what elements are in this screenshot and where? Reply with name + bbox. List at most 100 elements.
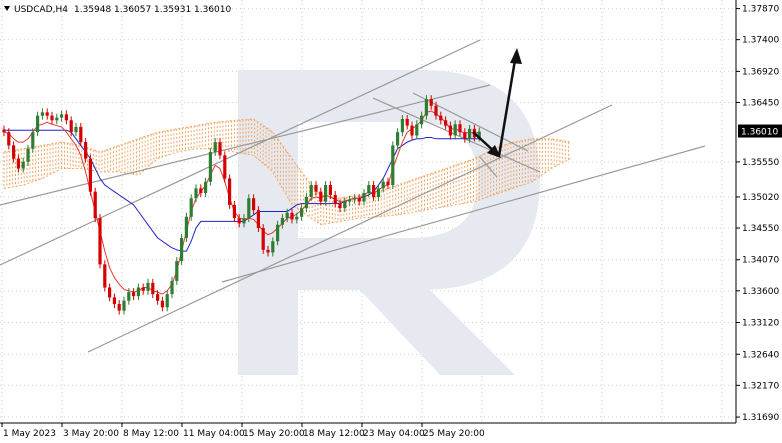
candle-body xyxy=(324,185,328,202)
candle-body xyxy=(314,185,318,192)
candle-body xyxy=(228,178,232,205)
candle-body xyxy=(170,280,174,295)
low-value: 1.35931 xyxy=(154,5,191,15)
candle-body xyxy=(103,264,107,288)
candle-body xyxy=(237,218,241,224)
candle-body xyxy=(352,198,356,200)
indicator-lines xyxy=(3,110,480,295)
close-value: 1.36010 xyxy=(194,5,231,15)
y-tick-label: 1.33120 xyxy=(742,319,779,329)
candle-body xyxy=(343,201,347,209)
candle-body xyxy=(232,204,236,219)
forecast-arrows xyxy=(472,48,522,158)
candle-body xyxy=(386,181,390,186)
candle-body xyxy=(74,126,78,133)
trend-line xyxy=(0,84,491,206)
trend-line xyxy=(479,156,498,178)
candle-body xyxy=(175,261,179,281)
candle-body xyxy=(146,282,150,291)
candle-body xyxy=(434,105,438,116)
candle-body xyxy=(372,185,376,197)
open-value: 1.35948 xyxy=(74,5,111,15)
x-tick-label: 15 May 20:00 xyxy=(243,429,305,439)
candle-body xyxy=(271,241,275,253)
candle-body xyxy=(424,99,428,116)
candle-body xyxy=(381,181,385,189)
candle-body xyxy=(160,300,164,308)
candle-body xyxy=(189,198,193,217)
trend-line xyxy=(87,104,613,353)
x-tick-label: 25 May 20:00 xyxy=(423,429,485,439)
current-price-label: 1.36010 xyxy=(741,128,778,138)
x-tick-label: 18 May 12:00 xyxy=(303,429,365,439)
chart-header: USDCAD,H4 1.35948 1.36057 1.35931 1.3601… xyxy=(4,5,231,15)
candle-body xyxy=(45,112,49,116)
candle-body xyxy=(64,114,68,121)
y-tick-label: 1.36920 xyxy=(742,67,779,77)
y-tick-label: 1.37400 xyxy=(742,36,779,46)
candle-body xyxy=(151,282,155,295)
candle-body xyxy=(448,125,452,136)
x-tick-label: 3 May 20:00 xyxy=(63,429,119,439)
candle-body xyxy=(79,126,83,143)
y-tick-label: 1.37870 xyxy=(742,5,779,15)
candle-body xyxy=(444,120,448,126)
y-tick-label: 1.35550 xyxy=(742,158,779,168)
candle-body xyxy=(60,114,64,118)
candle-body xyxy=(16,158,20,169)
time-axis: 1 May 2023 3 May 20:00 8 May 12:00 11 May 0… xyxy=(1,423,485,439)
candle-body xyxy=(400,118,404,133)
candle-body xyxy=(136,287,140,297)
candle-body xyxy=(141,287,145,291)
candle-body xyxy=(204,181,208,193)
y-tick-label: 1.31690 xyxy=(742,413,779,423)
y-tick-label: 1.35020 xyxy=(742,193,779,203)
candle-body xyxy=(242,218,246,224)
candle-body xyxy=(194,188,198,199)
candle-body xyxy=(410,125,414,136)
candle-body xyxy=(256,210,260,229)
candle-body xyxy=(7,132,11,146)
candle-body xyxy=(415,124,419,136)
candle-body xyxy=(309,185,313,197)
candle-body xyxy=(266,249,270,253)
senkou-span-a xyxy=(3,118,571,199)
triangle-down-icon[interactable] xyxy=(4,6,10,11)
candle-body xyxy=(199,188,203,193)
candle-body xyxy=(319,191,323,202)
candle-body xyxy=(84,142,88,159)
candle-body xyxy=(223,155,227,179)
candle-body xyxy=(31,132,35,149)
price-axis: 1.37870 1.37400 1.36920 1.36450 1.35550 1.350… xyxy=(736,5,779,423)
candle-body xyxy=(295,216,299,220)
candle-body xyxy=(93,191,97,219)
plot-background xyxy=(0,0,736,423)
candle-body xyxy=(468,128,472,139)
candle-body xyxy=(285,212,289,219)
candle-body xyxy=(184,216,188,238)
candle-body xyxy=(208,152,212,182)
candle-body xyxy=(127,292,131,301)
candle-body xyxy=(247,198,251,219)
candle-body xyxy=(165,294,169,308)
senkou-span-b xyxy=(3,148,571,226)
candle-body xyxy=(367,185,371,193)
candle-body xyxy=(180,237,184,262)
candle-body xyxy=(304,196,308,209)
candle-body xyxy=(36,115,40,133)
candle-body xyxy=(458,124,462,133)
candle-body xyxy=(463,132,467,139)
candle-body xyxy=(50,115,54,121)
arrow-head-icon xyxy=(487,145,501,158)
trend-line xyxy=(221,145,706,283)
candle-body xyxy=(276,224,280,242)
candle-body xyxy=(132,292,136,297)
candle-body xyxy=(362,192,366,202)
arrow-head-icon xyxy=(510,48,522,64)
candle-body xyxy=(420,115,424,125)
candle-body xyxy=(439,115,443,121)
trend-line xyxy=(0,39,481,266)
candle-body xyxy=(477,131,481,138)
candle-body xyxy=(328,185,332,195)
